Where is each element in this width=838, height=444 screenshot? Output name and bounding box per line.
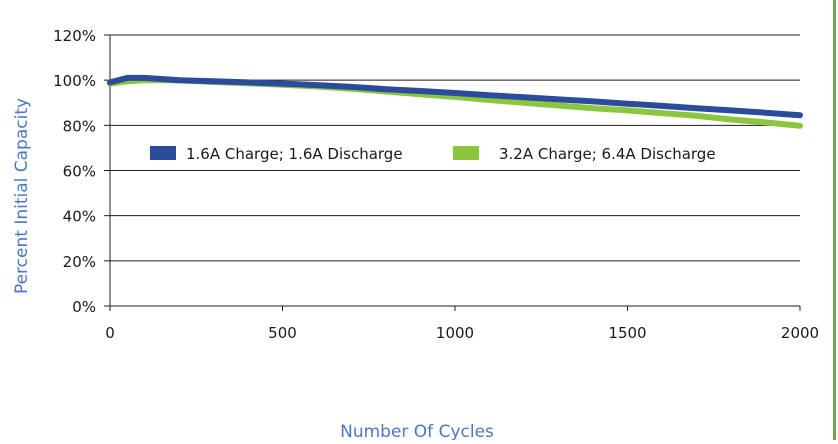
legend-label-1.6a: 1.6A Charge; 1.6A Discharge: [186, 145, 403, 163]
axes: [104, 34, 801, 311]
y-axis-label: Percent Initial Capacity: [12, 98, 32, 294]
y-tick-label: 0%: [72, 298, 96, 316]
y-tick-label: 20%: [63, 253, 96, 271]
series-line-1.6a: [107, 74, 803, 119]
right-border: [833, 0, 836, 440]
x-tick-label: 1000: [436, 324, 474, 342]
x-tick-label: 0: [105, 324, 115, 342]
y-tick-label: 100%: [53, 72, 96, 90]
legend-swatch-1.6a: [150, 146, 176, 160]
y-tick-label: 120%: [53, 27, 96, 45]
legend-swatch-3.2a: [453, 146, 479, 160]
x-tick-label: 500: [268, 324, 297, 342]
series-line-3.2a: [107, 77, 803, 129]
x-axis-label: Number Of Cycles: [340, 422, 494, 440]
x-tick-label: 2000: [781, 324, 819, 342]
y-tick-label: 80%: [63, 117, 96, 135]
legend: 1.6A Charge; 1.6A Discharge 3.2A Charge; …: [150, 145, 716, 163]
y-tick-label: 60%: [63, 163, 96, 181]
x-tick-label: 1500: [608, 324, 646, 342]
tick-labels: 0% 20% 40% 60% 80% 100% 120% 0 500 1000 1500 2000: [53, 27, 819, 342]
y-tick-label: 40%: [63, 208, 96, 226]
series-lines: [107, 74, 803, 129]
legend-label-3.2a: 3.2A Charge; 6.4A Discharge: [499, 145, 716, 163]
